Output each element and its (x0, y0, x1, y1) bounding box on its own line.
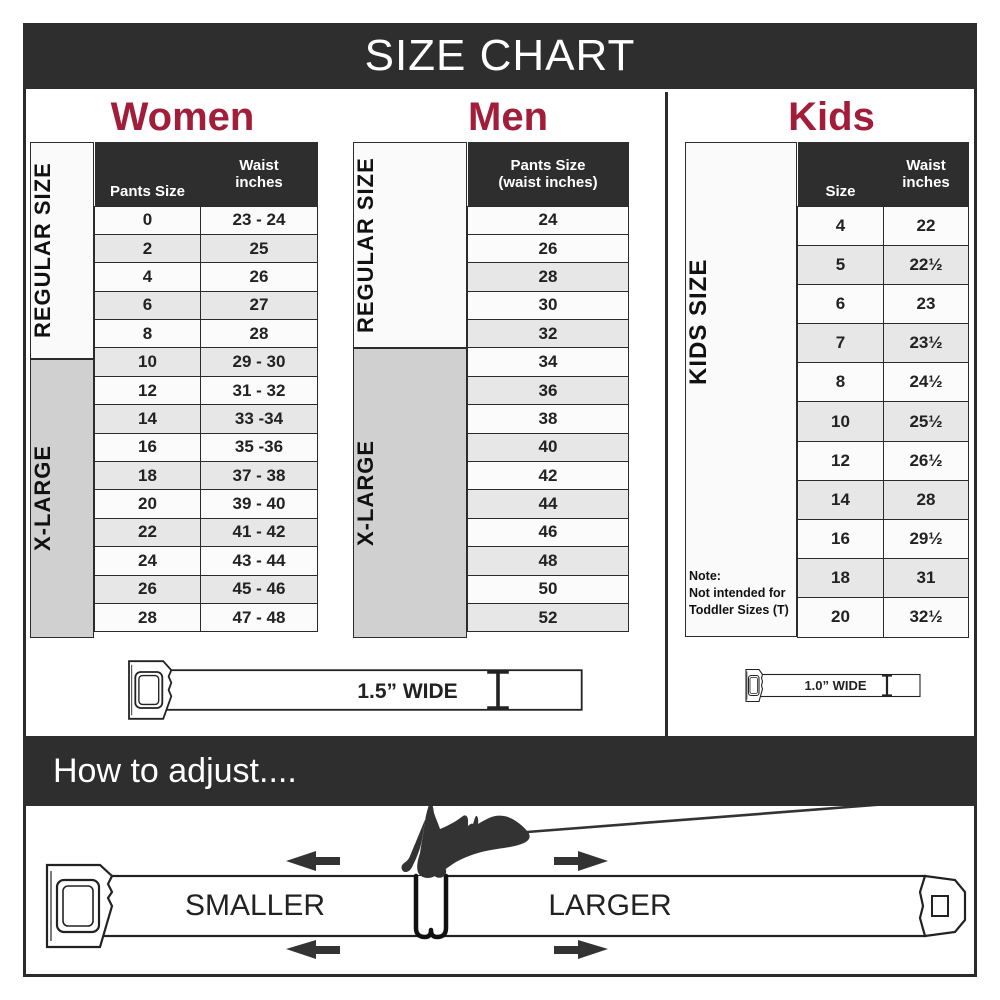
svg-text:SMALLER: SMALLER (185, 889, 325, 922)
svg-text:LARGER: LARGER (548, 889, 671, 922)
